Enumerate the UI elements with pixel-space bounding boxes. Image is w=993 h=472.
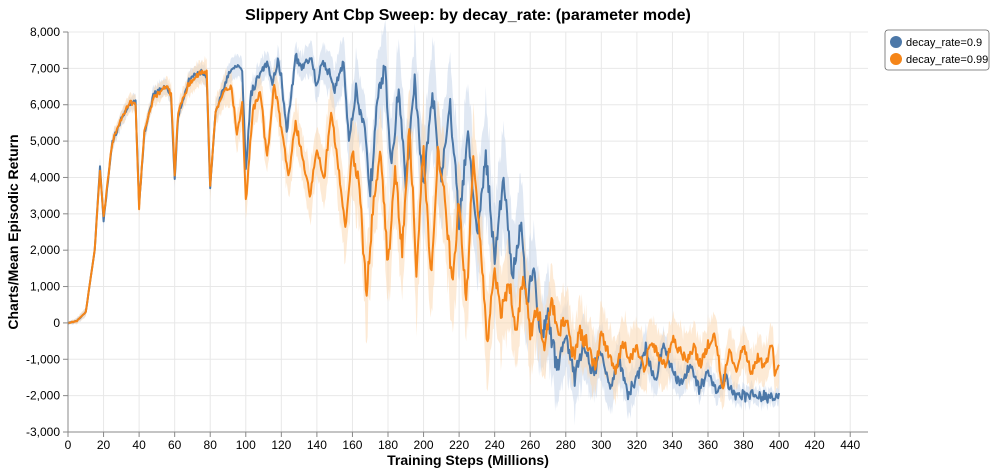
- x-tick-label: 420: [805, 438, 825, 452]
- y-tick-label: 6,000: [30, 98, 60, 112]
- x-tick-label: 160: [342, 438, 362, 452]
- y-tick-label: -3,000: [26, 425, 60, 439]
- legend-swatch-1: [890, 36, 902, 48]
- y-tick-label: -2,000: [26, 389, 60, 403]
- y-tick-label: 4,000: [30, 170, 60, 184]
- series-line-2: [67, 69, 780, 390]
- legend-label-2: decay_rate=0.99: [906, 54, 988, 66]
- y-tick-label: 8,000: [30, 25, 60, 39]
- legend-swatch-2: [890, 53, 902, 65]
- y-tick-label: 3,000: [30, 207, 60, 221]
- legend: decay_rate=0.9 decay_rate=0.99: [884, 29, 990, 71]
- legend-box: [884, 29, 990, 71]
- y-tick-label: 2,000: [30, 243, 60, 257]
- x-tick-label: 80: [204, 438, 218, 452]
- x-tick-label: 100: [236, 438, 256, 452]
- y-tick-label: 1,000: [30, 280, 60, 294]
- legend-label-1: decay_rate=0.9: [906, 37, 982, 49]
- series-band-2: [68, 55, 780, 411]
- x-tick-label: 280: [556, 438, 576, 452]
- confidence-bands: [68, 19, 780, 426]
- x-tick-label: 340: [662, 438, 682, 452]
- x-axis-title: Training Steps (Millions): [387, 452, 549, 468]
- x-tick-label: 40: [132, 438, 146, 452]
- x-tick-label: 20: [97, 438, 111, 452]
- x-tick-label: 200: [414, 438, 434, 452]
- y-tick-label: -1,000: [26, 352, 60, 366]
- y-tick-label: 5,000: [30, 134, 60, 148]
- x-tick-label: 400: [769, 438, 789, 452]
- x-tick-label: 260: [520, 438, 540, 452]
- chart-title: Slippery Ant Cbp Sweep: by decay_rate: (…: [245, 7, 691, 24]
- x-tick-label: 360: [698, 438, 718, 452]
- x-tick-label: 320: [627, 438, 647, 452]
- x-tick-label: 240: [485, 438, 505, 452]
- x-tick-label: 120: [271, 438, 291, 452]
- x-tick-label: 140: [307, 438, 327, 452]
- x-tick-label: 0: [65, 438, 72, 452]
- x-tick-label: 180: [378, 438, 398, 452]
- y-tick-label: 0: [53, 316, 60, 330]
- axes: -3,000 -2,000 -1,000 0 1,000 2,000 3,000 4,000 5…: [26, 25, 868, 452]
- x-tick-label: 440: [840, 438, 860, 452]
- y-tick-label: 7,000: [30, 61, 60, 75]
- x-tick-label: 300: [591, 438, 611, 452]
- x-tick-label: 380: [734, 438, 754, 452]
- x-tick-label: 60: [168, 438, 182, 452]
- series-lines: [67, 52, 781, 404]
- x-tick-label: 220: [449, 438, 469, 452]
- y-axis-title: Charts/Mean Episodic Return: [5, 134, 21, 329]
